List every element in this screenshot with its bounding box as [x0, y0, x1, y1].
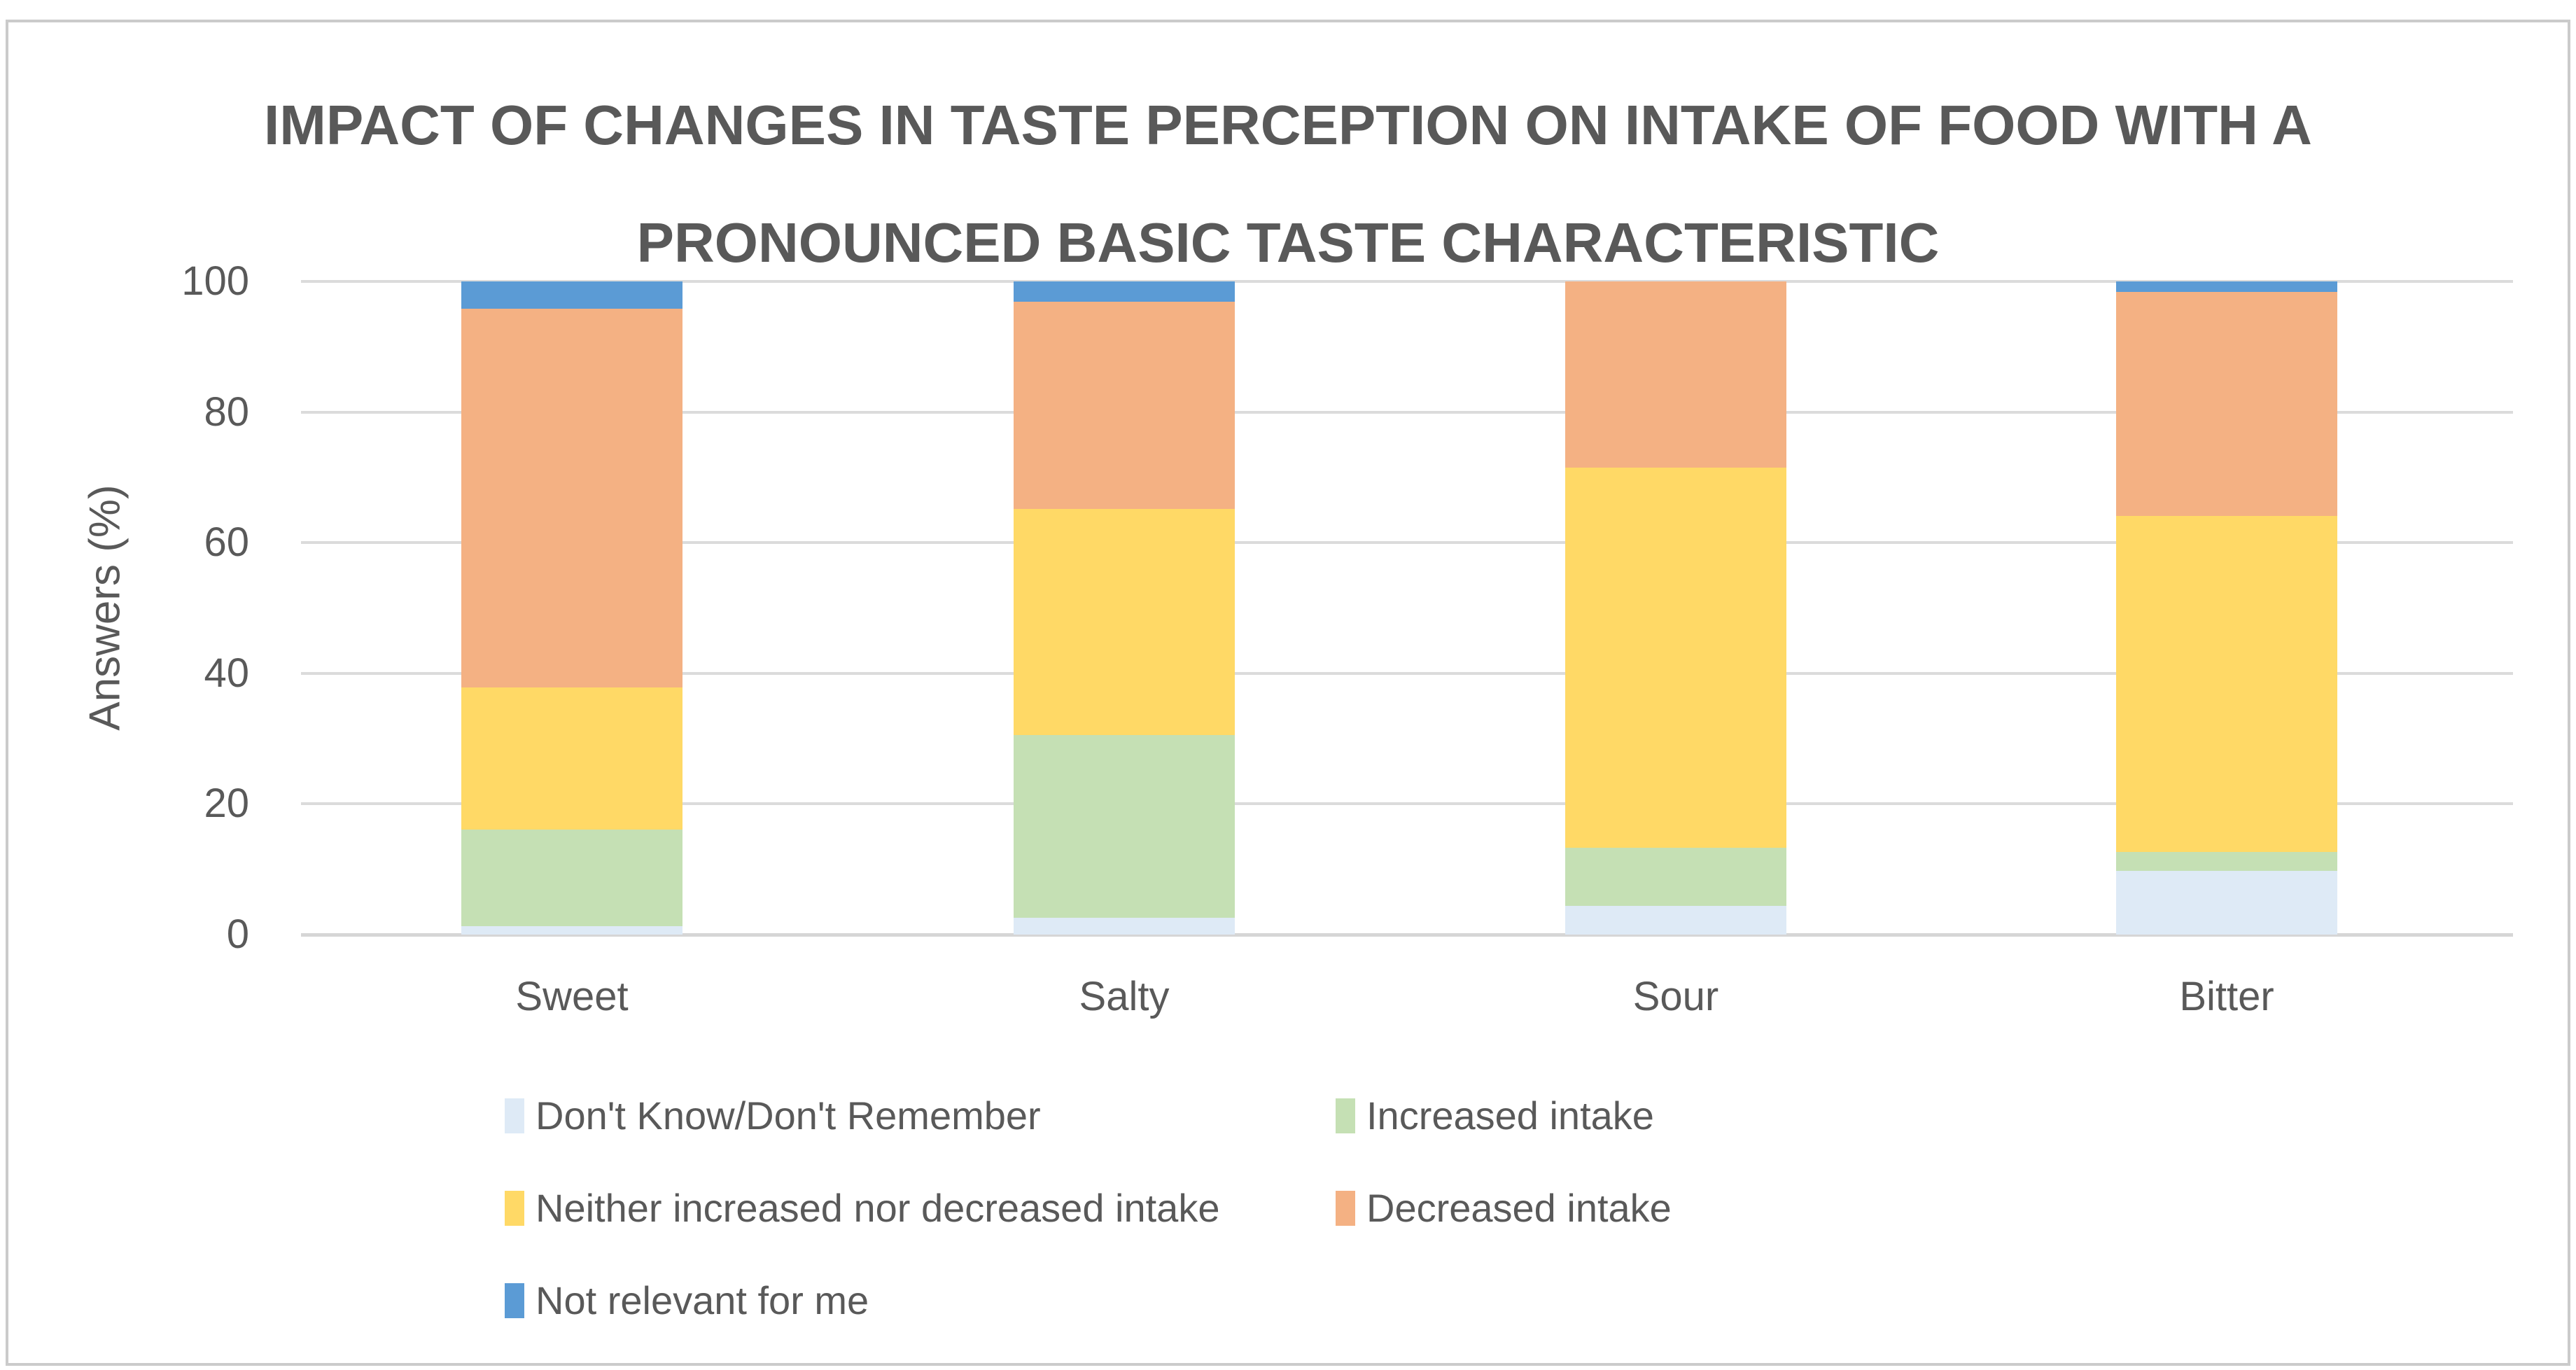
legend-label: Not relevant for me	[536, 1278, 869, 1322]
legend-item: Increased intake	[1336, 1093, 1654, 1138]
bar-segment	[1565, 467, 1786, 848]
stacked-bar-sour	[1565, 281, 1786, 935]
category-label-sweet: Sweet	[515, 974, 629, 1019]
bar-segment	[2116, 291, 2337, 516]
stacked-bar-bitter	[2116, 281, 2337, 935]
bar-segment	[1565, 847, 1786, 906]
bar-segment	[1014, 281, 1235, 302]
chart-title: IMPACT OF CHANGES IN TASTE PERCEPTION ON…	[0, 67, 2576, 302]
legend-label: Decreased intake	[1366, 1186, 1672, 1230]
bar-segment	[461, 309, 682, 688]
bar-segment	[2116, 851, 2337, 871]
gridline-100	[301, 280, 2513, 283]
legend-label: Neither increased nor decreased intake	[536, 1186, 1220, 1230]
legend-swatch-icon	[505, 1191, 524, 1226]
gridline-20	[301, 802, 2513, 806]
y-tick-label-60: 60	[204, 519, 249, 566]
bar-segment	[1565, 905, 1786, 935]
bar-segment	[1014, 301, 1235, 509]
legend-label: Increased intake	[1366, 1093, 1654, 1138]
y-tick-label-80: 80	[204, 389, 249, 435]
legend-item: Not relevant for me	[505, 1278, 869, 1322]
bar-segment	[1014, 508, 1235, 736]
stacked-bar-sweet	[461, 281, 682, 935]
category-label-salty: Salty	[1079, 974, 1170, 1019]
legend-swatch-icon	[505, 1283, 524, 1318]
legend-swatch-icon	[505, 1098, 524, 1133]
legend-item: Decreased intake	[1336, 1186, 1672, 1230]
legend-label: Don't Know/Don't Remember	[536, 1093, 1041, 1138]
legend-swatch-icon	[1336, 1098, 1355, 1133]
bar-segment	[461, 925, 682, 935]
legend-swatch-icon	[1336, 1191, 1355, 1226]
y-tick-label-100: 100	[181, 258, 249, 304]
bar-segment	[1014, 735, 1235, 918]
y-tick-label-40: 40	[204, 650, 249, 696]
bar-segment	[461, 829, 682, 926]
stacked-bar-salty	[1014, 281, 1235, 935]
category-label-bitter: Bitter	[2179, 974, 2274, 1019]
bar-segment	[1565, 281, 1786, 468]
plot-area	[301, 280, 2513, 937]
bar-segment	[2116, 515, 2337, 852]
legend-item: Neither increased nor decreased intake	[505, 1186, 1220, 1230]
bar-segment	[2116, 870, 2337, 935]
y-tick-label-20: 20	[204, 781, 249, 827]
x-axis-line	[301, 933, 2513, 937]
bar-segment	[1014, 917, 1235, 935]
bar-segment	[461, 687, 682, 830]
legend: Don't Know/Don't Remember Increased intak…	[505, 1093, 2185, 1329]
y-tick-label-0: 0	[226, 911, 249, 957]
gridline-60	[301, 541, 2513, 545]
chart-title-line-2: PRONOUNCED BASIC TASTE CHARACTERISTIC	[636, 211, 1940, 274]
category-label-sour: Sour	[1632, 974, 1719, 1019]
gridline-40	[301, 671, 2513, 675]
legend-item: Don't Know/Don't Remember	[505, 1093, 1041, 1138]
gridline-80	[301, 410, 2513, 414]
bar-segment	[461, 281, 682, 309]
chart-title-line-1: IMPACT OF CHANGES IN TASTE PERCEPTION ON…	[264, 94, 2312, 156]
bar-segment	[2116, 281, 2337, 292]
